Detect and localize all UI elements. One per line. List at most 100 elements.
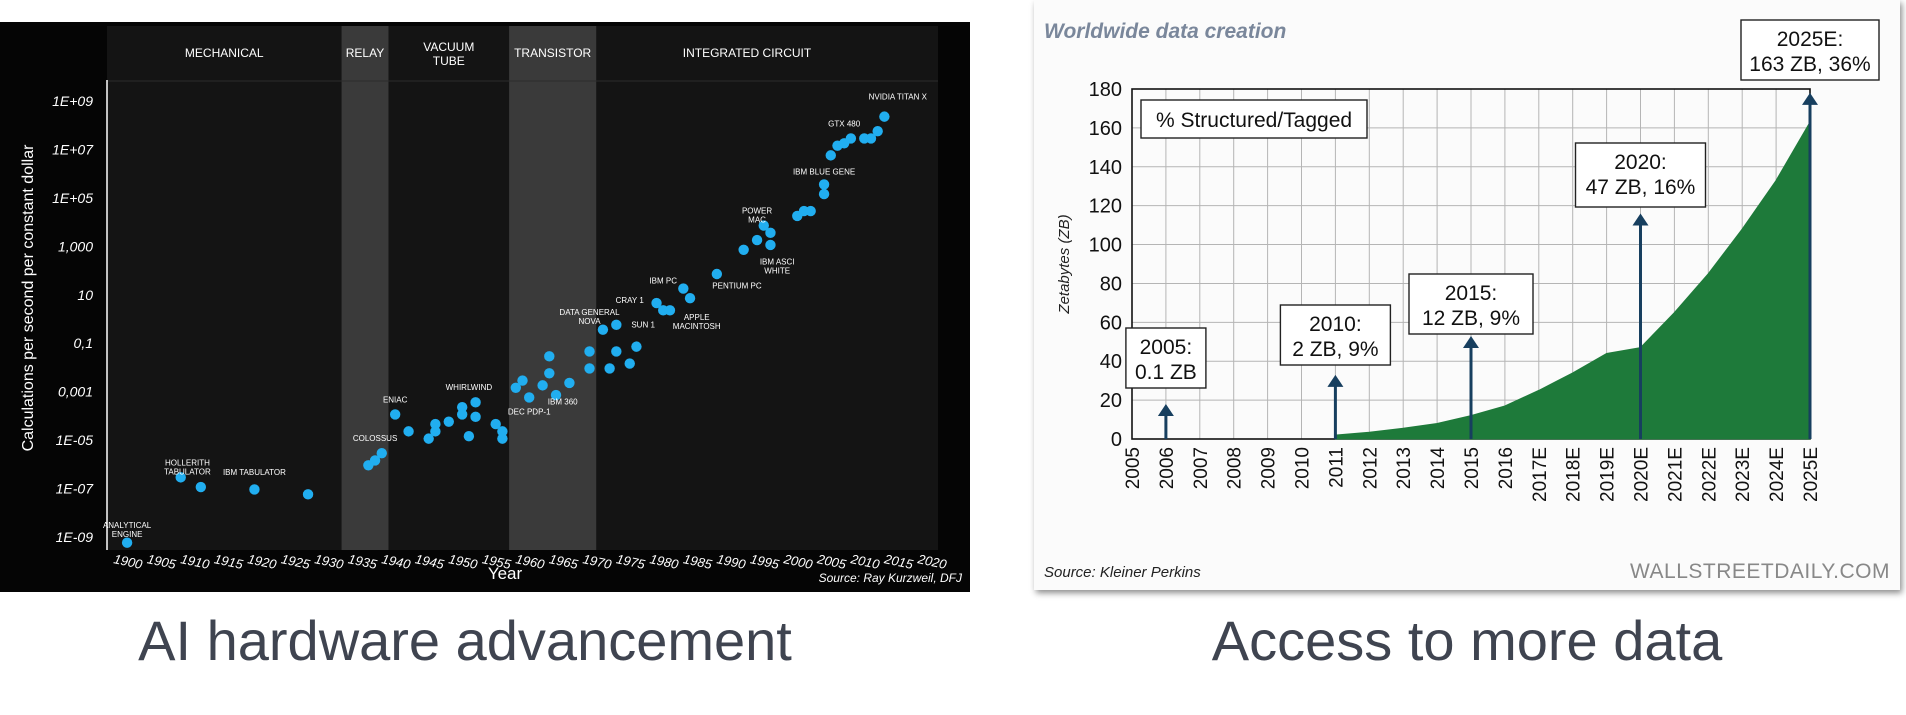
data-point xyxy=(684,293,696,304)
x-tick-label: 2012 xyxy=(1360,447,1381,489)
x-tick-label: 1910 xyxy=(179,551,211,572)
point-annotation: IBM ASCI WHITE xyxy=(760,257,795,275)
data-point xyxy=(611,319,622,331)
point-annotation: IBM 360 xyxy=(548,398,578,407)
data-point xyxy=(430,418,441,430)
callout-label: 2015: 12 ZB, 9% xyxy=(1422,282,1520,330)
era-band-1 xyxy=(341,26,389,550)
y-axis-title: Calculations per second per constant dol… xyxy=(20,144,37,452)
point-annotation: DATA GENERAL NOVA xyxy=(559,308,620,326)
data-point xyxy=(497,433,508,444)
data-point xyxy=(678,283,689,294)
callout-box xyxy=(1408,273,1534,335)
y-tick-label: 1E-09 xyxy=(56,529,94,545)
data-point xyxy=(463,431,475,442)
x-tick-label: 2022E xyxy=(1699,447,1720,502)
x-tick-label: 2024E xyxy=(1767,447,1788,502)
data-point xyxy=(524,392,535,403)
point-annotation: PENTIUM PC xyxy=(712,282,762,291)
watermark: WALLSTREETDAILY.COM xyxy=(1630,560,1890,583)
callout-box xyxy=(1740,19,1880,81)
x-tick-label: 1925 xyxy=(280,551,312,572)
y-tick-label: 10 xyxy=(77,287,93,303)
x-tick-label: 2020E xyxy=(1632,447,1653,502)
source-note: Source: Kleiner Perkins xyxy=(1044,564,1201,581)
y-tick-label: 1E+07 xyxy=(52,142,94,158)
y-tick-label: 100 xyxy=(1089,235,1122,257)
data-point xyxy=(751,234,763,246)
point-annotation: ENIAC xyxy=(383,395,408,404)
data-creation-chart-panel: Worldwide data creation 0 20 40 60 80 100 120 14… xyxy=(1034,0,1900,590)
era-label: VACUUM TUBE xyxy=(423,40,474,68)
y-tick-label: 160 xyxy=(1089,118,1122,140)
x-tick-label: 1995 xyxy=(749,551,781,572)
data-point xyxy=(195,481,207,493)
point-annotation: COLOSSUS xyxy=(353,434,397,443)
data-point xyxy=(845,133,857,144)
data-point xyxy=(430,426,441,437)
x-tick-label: 2011 xyxy=(1326,447,1347,488)
data-point xyxy=(456,401,468,413)
x-tick-label: 1945 xyxy=(414,551,446,572)
data-point xyxy=(584,346,595,357)
callout-arrowhead xyxy=(1632,213,1649,226)
callout-label: 2025E: 163 ZB, 36% xyxy=(1749,28,1870,76)
x-tick-label: 1965 xyxy=(548,551,580,572)
chart-title: Worldwide data creation xyxy=(1044,20,1286,43)
data-point xyxy=(470,397,481,408)
x-tick-label: 1970 xyxy=(581,551,613,572)
x-tick-label: 1915 xyxy=(213,551,245,572)
data-point xyxy=(765,227,776,239)
x-tick-label: 2009 xyxy=(1259,447,1280,489)
y-tick-label: 80 xyxy=(1100,273,1122,295)
era-label: MECHANICAL xyxy=(185,46,264,60)
x-tick-label: 1990 xyxy=(715,551,747,572)
x-tick-label: 2025E xyxy=(1801,447,1822,502)
x-tick-label: 1935 xyxy=(347,551,379,572)
era-label: RELAY xyxy=(346,46,384,60)
point-annotation: CRAY 1 xyxy=(616,296,645,305)
y-tick-label: 180 xyxy=(1089,79,1122,101)
point-annotation: SUN 1 xyxy=(631,320,655,329)
data-point xyxy=(537,380,548,391)
point-annotation: GTX 480 xyxy=(828,119,861,128)
data-point xyxy=(664,305,676,316)
data-area-series xyxy=(1334,120,1811,440)
callout-label: 2010: 2 ZB, 9% xyxy=(1292,313,1378,361)
data-point xyxy=(805,205,816,217)
x-tick-label: 2010 xyxy=(849,551,882,572)
data-point xyxy=(564,377,575,389)
x-tick-label: 2014 xyxy=(1428,447,1449,490)
data-point xyxy=(818,188,830,200)
point-annotation: APPLE MACINTOSH xyxy=(673,313,721,331)
data-point xyxy=(738,244,749,255)
y-tick-label: 1E-05 xyxy=(56,432,94,448)
x-tick-label: 2018E xyxy=(1564,447,1585,502)
point-annotation: POWER MAC xyxy=(742,206,772,224)
data-point xyxy=(544,351,555,362)
point-annotation: ANALYTICAL ENGINE xyxy=(103,521,152,539)
y-tick-label: 20 xyxy=(1100,390,1122,412)
data-point xyxy=(872,125,883,137)
data-point xyxy=(879,111,890,122)
data-point xyxy=(369,455,381,466)
callout-box xyxy=(1279,304,1392,366)
callout-arrowhead xyxy=(1327,374,1344,387)
x-tick-label: 1920 xyxy=(246,551,278,572)
legend-label: % Structured/Tagged xyxy=(1156,109,1352,132)
legend-box xyxy=(1140,99,1368,139)
x-tick-label: 2021E xyxy=(1665,447,1686,502)
caption-hardware: AI hardware advancement xyxy=(138,609,792,672)
point-annotation: IBM BLUE GENE xyxy=(793,168,855,177)
data-point xyxy=(249,484,260,495)
point-annotation: IBM PC xyxy=(649,277,677,286)
x-tick-label: 1950 xyxy=(447,551,479,572)
data-point xyxy=(497,426,508,437)
data-point xyxy=(510,382,521,393)
y-tick-label: 120 xyxy=(1089,196,1122,218)
y-tick-label: 1,000 xyxy=(58,238,93,254)
y-tick-label: 0,1 xyxy=(74,335,93,351)
x-tick-label: 1975 xyxy=(615,551,647,572)
data-point xyxy=(597,324,609,335)
x-tick-label: 2015 xyxy=(882,551,915,572)
